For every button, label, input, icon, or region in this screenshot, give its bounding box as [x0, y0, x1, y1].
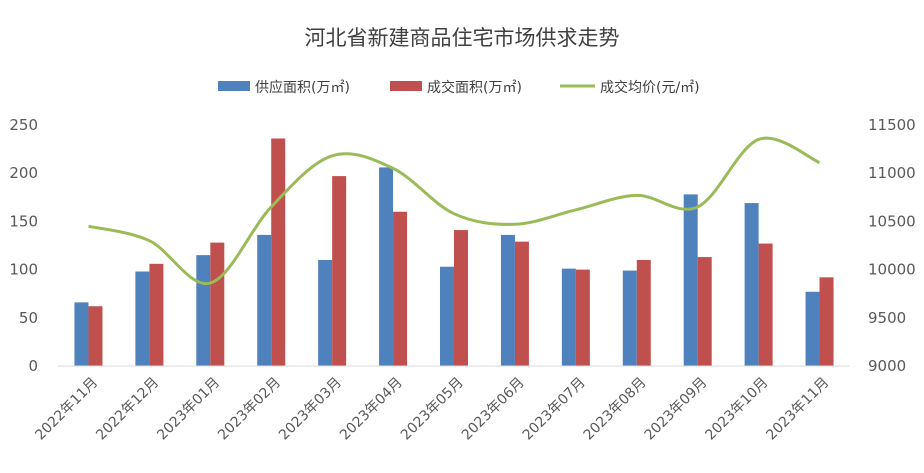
transaction-bar: [332, 176, 347, 366]
transaction-bar: [88, 306, 103, 366]
transaction-bar: [514, 241, 529, 366]
left-tick-label: 200: [9, 164, 38, 182]
supply-bar: [318, 259, 333, 366]
x-tick-label: 2023年08月: [581, 375, 650, 444]
supply-bar: [622, 270, 637, 366]
right-tick-label: 9000: [868, 357, 906, 375]
supply-bar: [561, 268, 576, 366]
transaction-bar: [697, 257, 712, 366]
legend: 供应面积(万㎡) 成交面积(万㎡) 成交均价(元/㎡): [218, 79, 700, 96]
legend-swatch-supply: [218, 81, 250, 91]
bars: [74, 138, 834, 366]
x-tick-label: 2022年11月: [32, 375, 101, 444]
x-tick-label: 2023年10月: [703, 375, 772, 444]
right-tick-label: 10000: [868, 261, 916, 279]
legend-label-price: 成交均价(元/㎡): [600, 79, 700, 96]
right-tick-label: 9500: [868, 309, 906, 327]
transaction-bar: [393, 211, 408, 366]
x-tick-label: 2023年09月: [642, 375, 711, 444]
legend-swatch-transaction: [390, 81, 422, 91]
legend-label-supply: 供应面积(万㎡): [255, 79, 350, 96]
supply-bar: [805, 291, 820, 366]
x-tick-label: 2023年02月: [215, 375, 284, 444]
x-tick-label: 2023年01月: [154, 375, 223, 444]
supply-bar: [744, 203, 759, 366]
transaction-bar: [210, 242, 225, 366]
price-line-layer: [88, 136, 821, 286]
transaction-bar: [758, 243, 773, 366]
x-tick-label: 2023年06月: [459, 375, 528, 444]
x-tick-label: 2023年03月: [276, 375, 345, 444]
left-tick-label: 50: [19, 309, 38, 327]
right-axis-ticks: 9000 9500 10000 10500 11000 11500: [868, 116, 916, 375]
supply-bar: [440, 266, 454, 366]
supply-bar: [135, 271, 150, 366]
x-axis-ticks: 2022年11月2022年12月2023年01月2023年02月2023年03月…: [32, 375, 832, 444]
supply-bar: [74, 302, 89, 366]
transaction-bar: [454, 230, 468, 366]
supply-bar: [196, 255, 211, 366]
left-axis-ticks: 0 50 100 150 200 250: [9, 116, 38, 375]
legend-label-transaction: 成交面积(万㎡): [427, 79, 522, 96]
left-tick-label: 250: [9, 116, 38, 134]
x-tick-label: 2023年04月: [337, 375, 406, 444]
supply-bar: [683, 194, 698, 366]
transaction-bar: [149, 263, 164, 366]
left-tick-label: 150: [9, 212, 38, 230]
x-tick-label: 2023年11月: [763, 375, 832, 444]
price-line: [88, 136, 821, 286]
right-tick-label: 11000: [868, 164, 916, 182]
transaction-bar: [636, 259, 651, 366]
supply-bar: [500, 234, 515, 366]
supply-bar: [379, 167, 394, 366]
left-tick-label: 100: [9, 261, 38, 279]
supply-bar: [257, 234, 272, 366]
left-tick-label: 0: [28, 357, 38, 375]
right-tick-label: 10500: [868, 212, 916, 230]
x-tick-label: 2023年07月: [520, 375, 589, 444]
x-tick-label: 2022年12月: [93, 375, 162, 444]
transaction-bar: [819, 277, 834, 366]
chart-title: 河北省新建商品住宅市场供求走势: [305, 26, 620, 50]
transaction-bar: [575, 269, 590, 366]
x-tick-label: 2023年05月: [398, 375, 467, 444]
transaction-bar: [271, 138, 286, 366]
right-tick-label: 11500: [868, 116, 916, 134]
